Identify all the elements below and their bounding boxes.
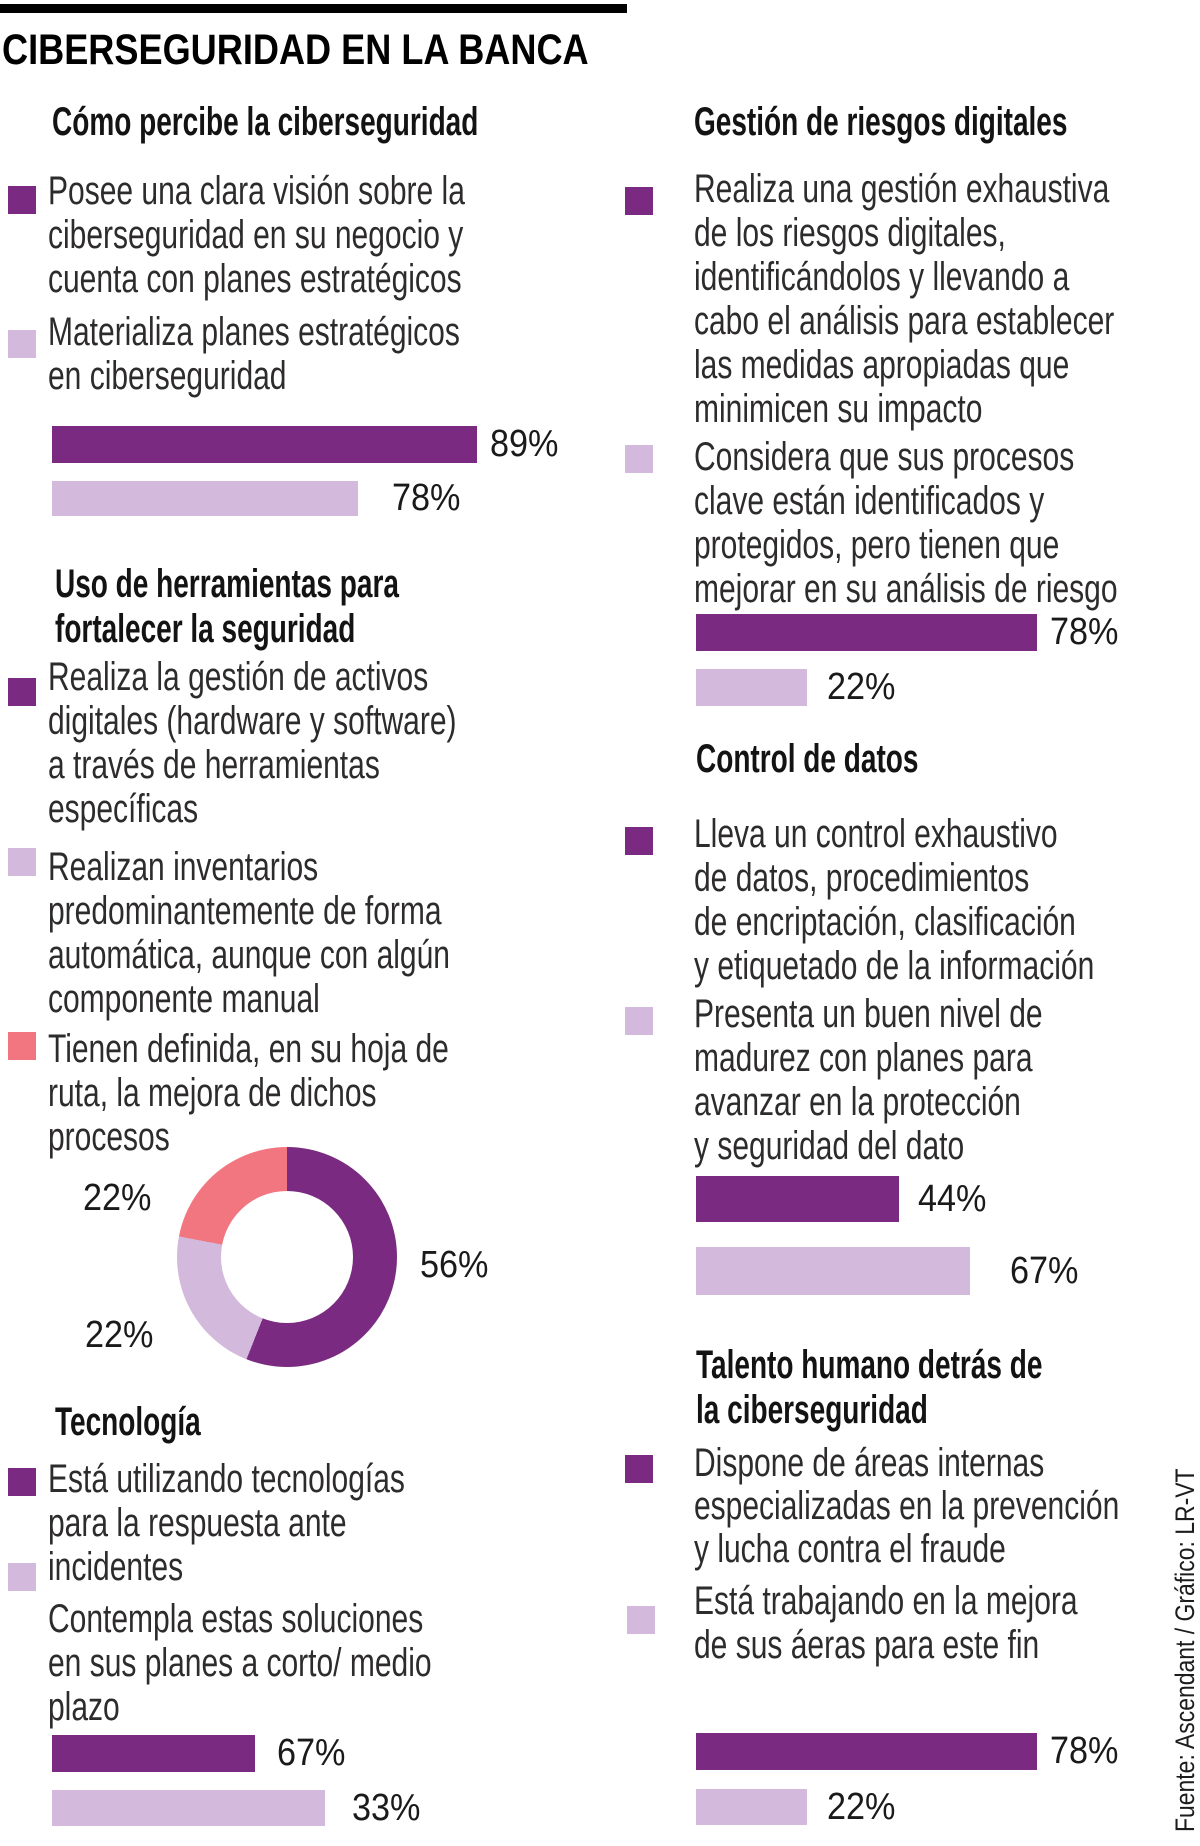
bar-data-dark (696, 1176, 899, 1222)
legend-item: Realizan inventarios predominantemente d… (48, 845, 450, 1021)
legend-item: Contempla estas soluciones en sus planes… (48, 1597, 432, 1729)
bar-risk-light (696, 669, 807, 706)
legend-swatch-light (8, 330, 36, 358)
bar-label: 89% (490, 423, 559, 465)
section-heading-risk: Gestión de riesgos digitales (694, 100, 1068, 144)
legend-swatch-dark (8, 1468, 36, 1496)
legend-swatch-light (8, 848, 36, 876)
legend-swatch-pink (8, 1032, 36, 1060)
bar-technology-dark (52, 1735, 255, 1772)
bar-label: 33% (352, 1786, 421, 1829)
bar-risk-dark (696, 614, 1037, 651)
section-heading-perception: Cómo percibe la ciberseguridad (52, 100, 479, 144)
bar-label: 22% (827, 1785, 896, 1828)
donut-label-light: 22% (85, 1314, 154, 1356)
bar-label: 22% (827, 666, 896, 708)
bar-perception-light (52, 481, 358, 516)
legend-item: Está utilizando tecnologías para la resp… (48, 1457, 405, 1589)
source-note: Fuente: Ascendant / Gráfico: LR-VT (1170, 1468, 1200, 1832)
legend-swatch-dark (625, 187, 653, 215)
bar-data-light (696, 1247, 970, 1295)
page-title: CIBERSEGURIDAD EN LA BANCA (2, 26, 589, 74)
bar-perception-dark (52, 426, 477, 463)
legend-swatch-dark (8, 678, 36, 706)
legend-item: Presenta un buen nivel de madurez con pl… (694, 992, 1043, 1168)
legend-item: Materializa planes estratégicos en ciber… (48, 310, 460, 398)
bar-technology-light (52, 1790, 325, 1826)
donut-label-dark: 56% (420, 1244, 489, 1286)
section-heading-data-control: Control de datos (696, 737, 919, 781)
bar-label: 67% (1010, 1249, 1079, 1292)
bar-talent-dark (696, 1733, 1037, 1770)
section-heading-talent: Talento humano detrás de la cibersegurid… (696, 1343, 1043, 1432)
bar-talent-light (696, 1789, 807, 1825)
legend-item: Realiza una gestión exhaustiva de los ri… (694, 167, 1115, 431)
donut-chart (177, 1147, 397, 1367)
source-note-wrap: Fuente: Ascendant / Gráfico: LR-VT (1170, 1468, 1200, 1846)
legend-item: Realiza la gestión de activos digitales … (48, 655, 457, 831)
legend-swatch-dark (8, 186, 36, 214)
donut-label-pink: 22% (83, 1177, 152, 1219)
legend-item: Considera que sus procesos clave están i… (694, 435, 1118, 611)
legend-swatch-dark (625, 827, 653, 855)
legend-swatch-light (8, 1563, 36, 1591)
legend-item: Dispone de áreas internas especializadas… (694, 1441, 1120, 1571)
legend-swatch-light (625, 1007, 653, 1035)
donut-hole (221, 1191, 353, 1323)
legend-swatch-light (627, 1606, 655, 1634)
bar-label: 67% (277, 1732, 346, 1774)
legend-item: Tienen definida, en su hoja de ruta, la … (48, 1027, 449, 1159)
legend-swatch-dark (625, 1455, 653, 1483)
legend-item: Posee una clara visión sobre la ciberseg… (48, 169, 465, 301)
section-heading-tools: Uso de herramientas para fortalecer la s… (55, 562, 399, 651)
section-heading-technology: Tecnología (55, 1400, 201, 1444)
bar-label: 44% (918, 1177, 987, 1220)
top-rule (0, 4, 627, 13)
legend-item: Está trabajando en la mejora de sus áera… (694, 1579, 1078, 1667)
legend-item: Lleva un control exhaustivo de datos, pr… (694, 812, 1095, 988)
bar-label: 78% (1050, 611, 1119, 653)
bar-label: 78% (392, 477, 461, 519)
legend-swatch-light (625, 445, 653, 473)
bar-label: 78% (1050, 1730, 1119, 1772)
